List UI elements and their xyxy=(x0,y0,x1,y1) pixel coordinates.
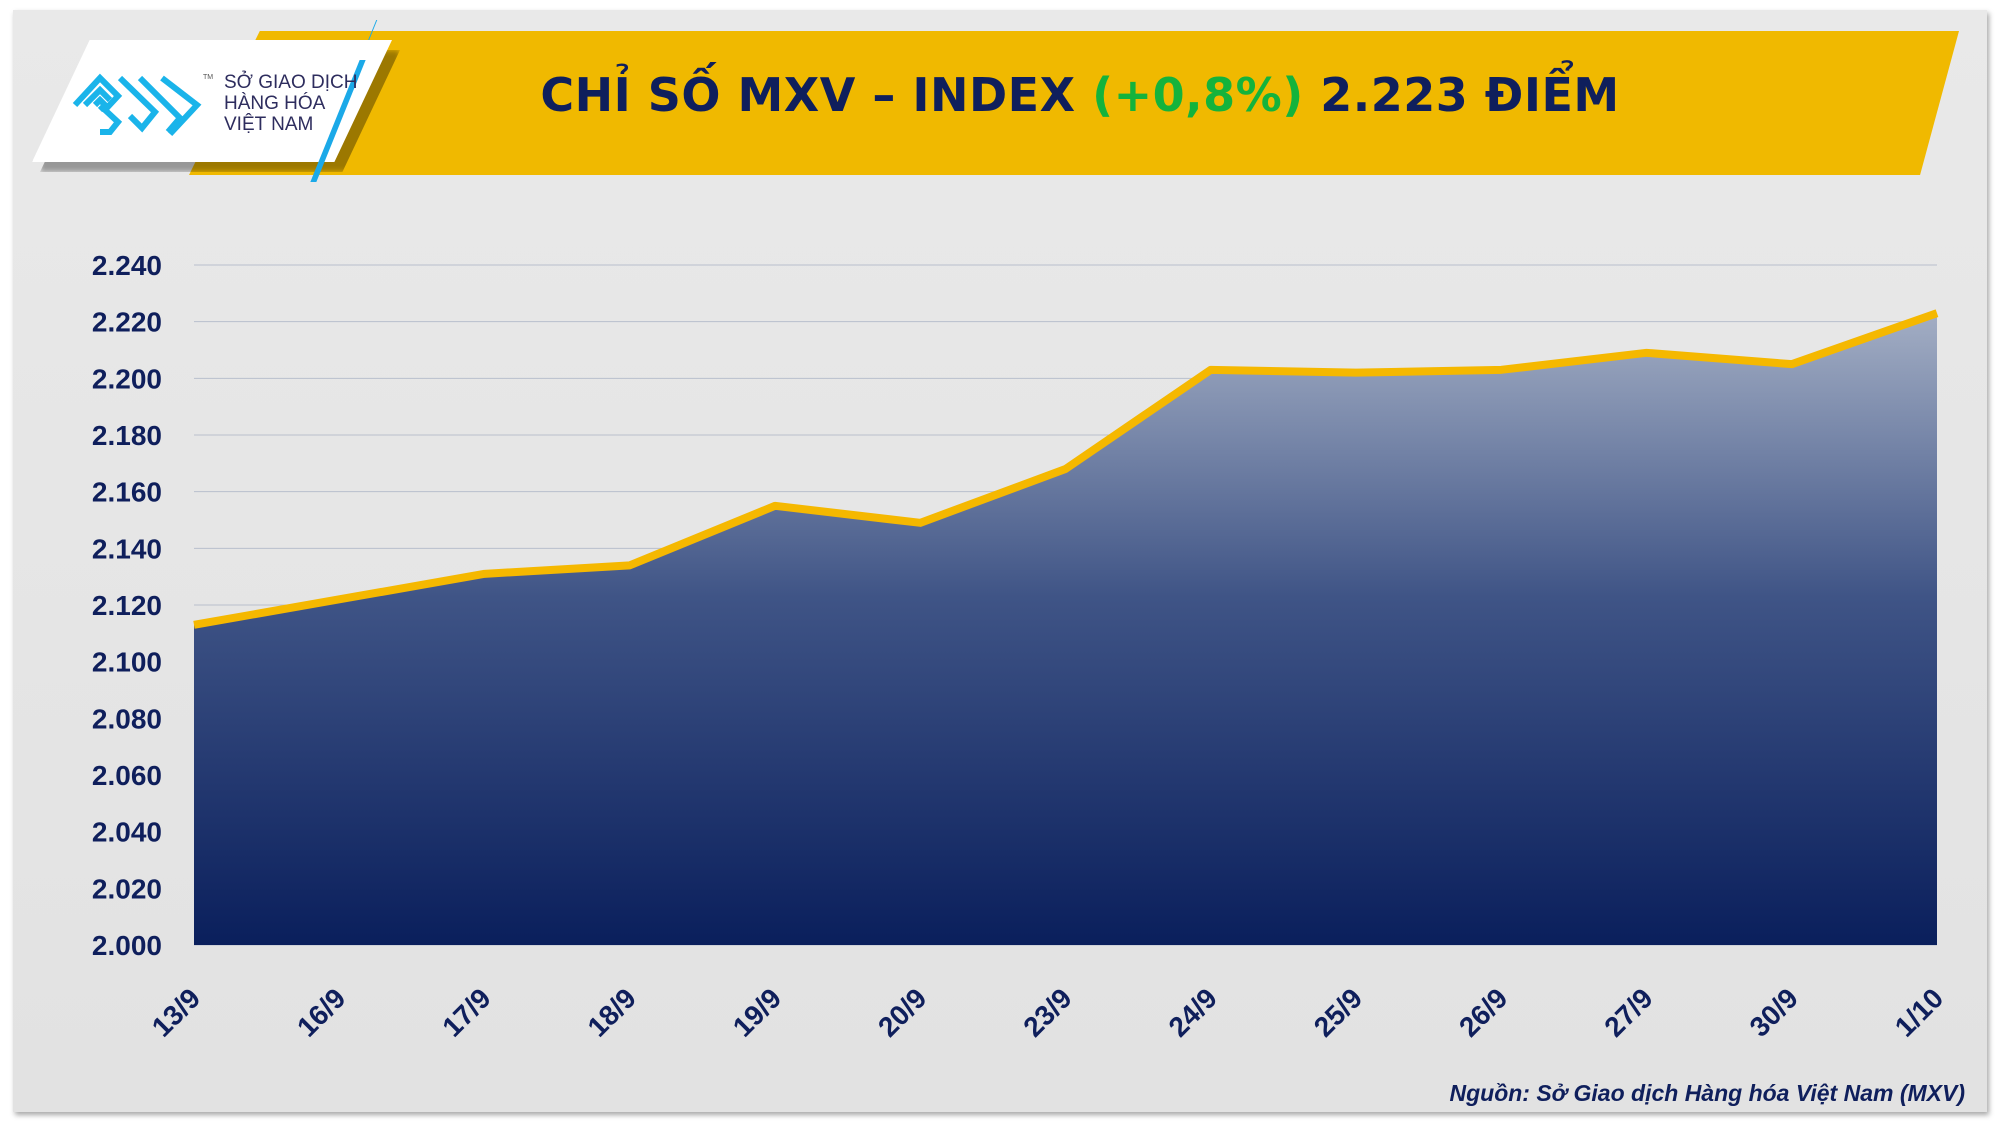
logo-line-3: VIỆT NAM xyxy=(224,114,314,135)
x-tick-label: 16/9 xyxy=(291,982,351,1042)
y-tick-label: 2.160 xyxy=(92,477,162,508)
source-note: Nguồn: Sở Giao dịch Hàng hóa Việt Nam (M… xyxy=(1449,1080,1965,1106)
x-tick-label: 24/9 xyxy=(1163,982,1223,1042)
x-tick-label: 23/9 xyxy=(1017,982,1077,1042)
y-tick-label: 2.120 xyxy=(92,590,162,621)
x-tick-label: 26/9 xyxy=(1453,982,1513,1042)
x-tick-label: 1/10 xyxy=(1889,982,1949,1042)
logo-line-2: HÀNG HÓA xyxy=(224,93,326,114)
y-tick-label: 2.220 xyxy=(92,307,162,338)
y-tick-label: 2.240 xyxy=(92,250,162,281)
y-tick-label: 2.060 xyxy=(92,760,162,791)
y-tick-label: 2.020 xyxy=(92,873,162,904)
area-fill xyxy=(194,313,1937,946)
title-value: 2.223 ĐIỂM xyxy=(1303,68,1620,122)
x-tick-label: 18/9 xyxy=(582,982,642,1042)
trademark: TM xyxy=(203,74,214,81)
x-tick-label: 19/9 xyxy=(727,982,787,1042)
x-tick-label: 25/9 xyxy=(1308,982,1368,1042)
mxv-maze-logo-icon xyxy=(72,73,202,137)
y-tick-label: 2.200 xyxy=(92,363,162,394)
y-tick-label: 2.180 xyxy=(92,420,162,451)
title-change-percent: (+0,8%) xyxy=(1092,68,1304,122)
x-tick-label: 27/9 xyxy=(1598,982,1658,1042)
y-tick-label: 2.140 xyxy=(92,533,162,564)
logo-text: SỞ GIAO DỊCH HÀNG HÓA VIỆT NAM xyxy=(224,72,357,135)
logo-line-1: SỞ GIAO DỊCH xyxy=(224,72,358,93)
x-tick-label: 20/9 xyxy=(872,982,932,1042)
title-prefix: CHỈ SỐ MXV – INDEX xyxy=(540,68,1093,122)
y-tick-label: 2.000 xyxy=(92,930,162,961)
y-tick-label: 2.080 xyxy=(92,703,162,734)
y-tick-label: 2.100 xyxy=(92,647,162,678)
y-tick-label: 2.040 xyxy=(92,817,162,848)
x-tick-label: 13/9 xyxy=(146,982,206,1042)
chart-title: CHỈ SỐ MXV – INDEX (+0,8%) 2.223 ĐIỂM xyxy=(200,68,1960,122)
title-banner xyxy=(189,31,1959,175)
x-tick-label: 17/9 xyxy=(436,982,496,1042)
x-tick-label: 30/9 xyxy=(1744,982,1804,1042)
